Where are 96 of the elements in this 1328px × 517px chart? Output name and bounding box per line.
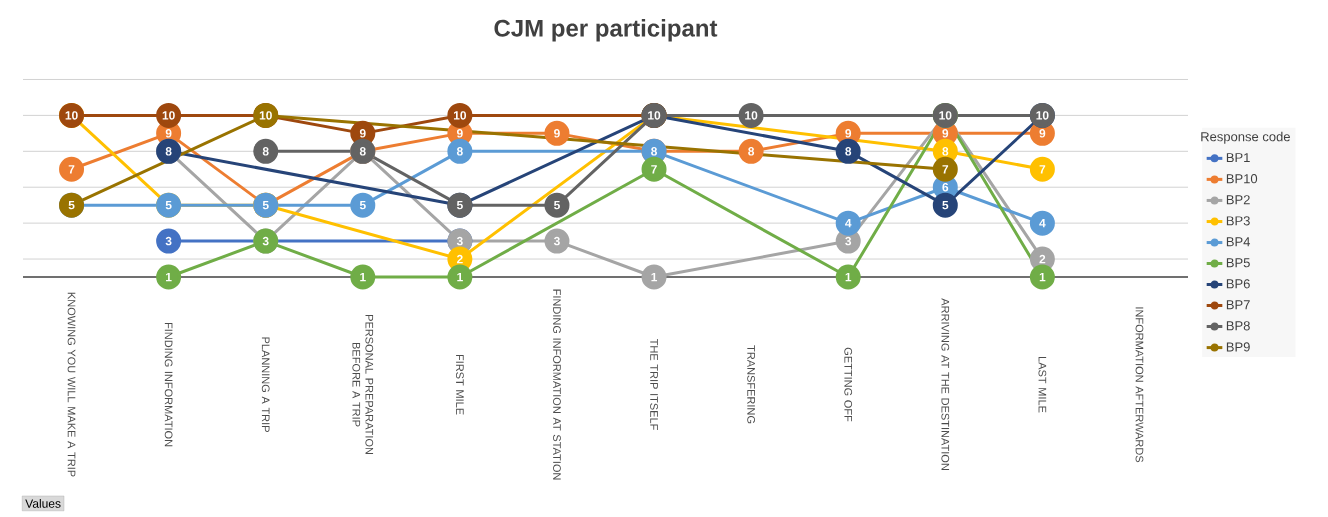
point: [350, 264, 376, 290]
x-tick-label: FINDING INFORMATION AT STATION: [553, 289, 561, 480]
data-label: 8: [359, 147, 366, 156]
legend-label: BP4: [1226, 237, 1251, 247]
data-label: 10: [65, 111, 78, 120]
point: [932, 156, 958, 182]
point: [544, 228, 570, 254]
point: [156, 264, 182, 290]
data-label: 5: [262, 201, 269, 210]
data-label: 10: [745, 111, 758, 120]
point: [932, 192, 958, 218]
data-label: 10: [259, 111, 272, 120]
x-tick-label: INFORMATION AFTERWARDS: [1135, 307, 1144, 463]
data-label: 10: [453, 111, 467, 120]
data-label: 9: [359, 129, 366, 138]
data-label: 9: [1039, 129, 1046, 138]
data-label: 3: [553, 236, 560, 246]
x-tick-label: KNOWING YOU WILL MAKE A TRIP: [67, 292, 76, 477]
legend-label: BP7: [1226, 300, 1250, 310]
legend-title: Response code: [1201, 131, 1290, 144]
data-label: 4: [1039, 219, 1046, 228]
point: [835, 210, 861, 236]
point: [544, 192, 570, 218]
data-label: 7: [1039, 165, 1046, 174]
x-tick-label: TRANSFERING: [747, 345, 756, 424]
point: [641, 264, 667, 290]
point: [447, 264, 473, 290]
data-label: 8: [456, 147, 463, 156]
data-label: 7: [942, 165, 949, 174]
point: [544, 120, 570, 146]
data-label: 7: [68, 165, 75, 174]
point: [835, 264, 861, 290]
data-label: 1: [651, 272, 658, 282]
data-label: 8: [651, 147, 658, 156]
point: [835, 138, 861, 164]
data-label: 2: [1039, 254, 1046, 264]
data-label: 1: [166, 272, 172, 282]
legend-label: BP6: [1226, 279, 1250, 289]
chart-title: CJM per participant: [494, 19, 718, 42]
legend-label: BP10: [1226, 174, 1258, 184]
data-label: 4: [845, 219, 852, 228]
x-tick-label: ARRIVING AT THE DESTINATION: [941, 298, 950, 470]
data-label: 1: [360, 272, 366, 282]
x-tick-label: PLANNING A TRIP: [261, 337, 270, 432]
data-label: 10: [162, 111, 175, 120]
point: [447, 138, 473, 164]
data-label: 3: [262, 236, 269, 246]
point: [1029, 264, 1055, 290]
point: [1029, 210, 1055, 236]
point: [350, 192, 376, 218]
data-label: 3: [845, 236, 852, 246]
point: [738, 138, 764, 164]
point: [59, 156, 85, 182]
data-label: 10: [939, 111, 952, 120]
data-label: 1: [457, 272, 463, 282]
point: [1029, 156, 1055, 182]
data-label: 8: [165, 147, 172, 156]
x-tick-label: FIRST MILE: [455, 354, 464, 415]
legend-label: BP3: [1226, 216, 1250, 226]
data-label: 9: [942, 129, 949, 138]
data-label: 8: [748, 147, 755, 156]
legend-label: BP8: [1226, 321, 1250, 331]
data-label: 5: [554, 201, 560, 210]
data-label: 10: [1036, 111, 1049, 120]
point: [641, 156, 667, 182]
data-label: 9: [554, 129, 560, 138]
data-label: 9: [165, 129, 172, 138]
data-label: 10: [648, 111, 661, 120]
data-label: 5: [942, 201, 949, 210]
x-tick-label: PERSONAL PREPARATION BEFORE A TRIP: [352, 315, 374, 455]
data-label: 8: [262, 147, 269, 156]
data-label: 8: [942, 147, 949, 156]
x-tick-label: FINDING INFORMATION: [164, 322, 173, 447]
x-tick-label: GETTING OFF: [844, 347, 853, 422]
x-tick-label: LAST MILE: [1038, 357, 1047, 413]
data-label: 6: [942, 182, 949, 192]
data-label: 3: [165, 236, 172, 246]
data-label: 5: [165, 201, 172, 210]
data-label: 2: [456, 254, 463, 264]
data-label: 9: [845, 129, 852, 138]
legend-label: BP5: [1226, 258, 1250, 268]
legend-label: BP9: [1226, 342, 1250, 352]
legend-label: BP2: [1226, 195, 1250, 205]
data-label: 9: [456, 129, 463, 138]
data-label: 1: [845, 272, 852, 282]
x-tick-label: THE TRIP ITSELF: [650, 338, 658, 430]
data-label: 7: [651, 165, 657, 174]
data-label: 5: [68, 201, 75, 210]
text: Values: [25, 498, 61, 508]
point: [253, 138, 279, 164]
data-label: 3: [456, 236, 463, 246]
legend-label: BP1: [1226, 153, 1250, 163]
data-label: 5: [359, 201, 366, 210]
data-label: 5: [456, 201, 463, 210]
data-label: 1: [1039, 272, 1046, 282]
data-label: 8: [845, 147, 852, 156]
